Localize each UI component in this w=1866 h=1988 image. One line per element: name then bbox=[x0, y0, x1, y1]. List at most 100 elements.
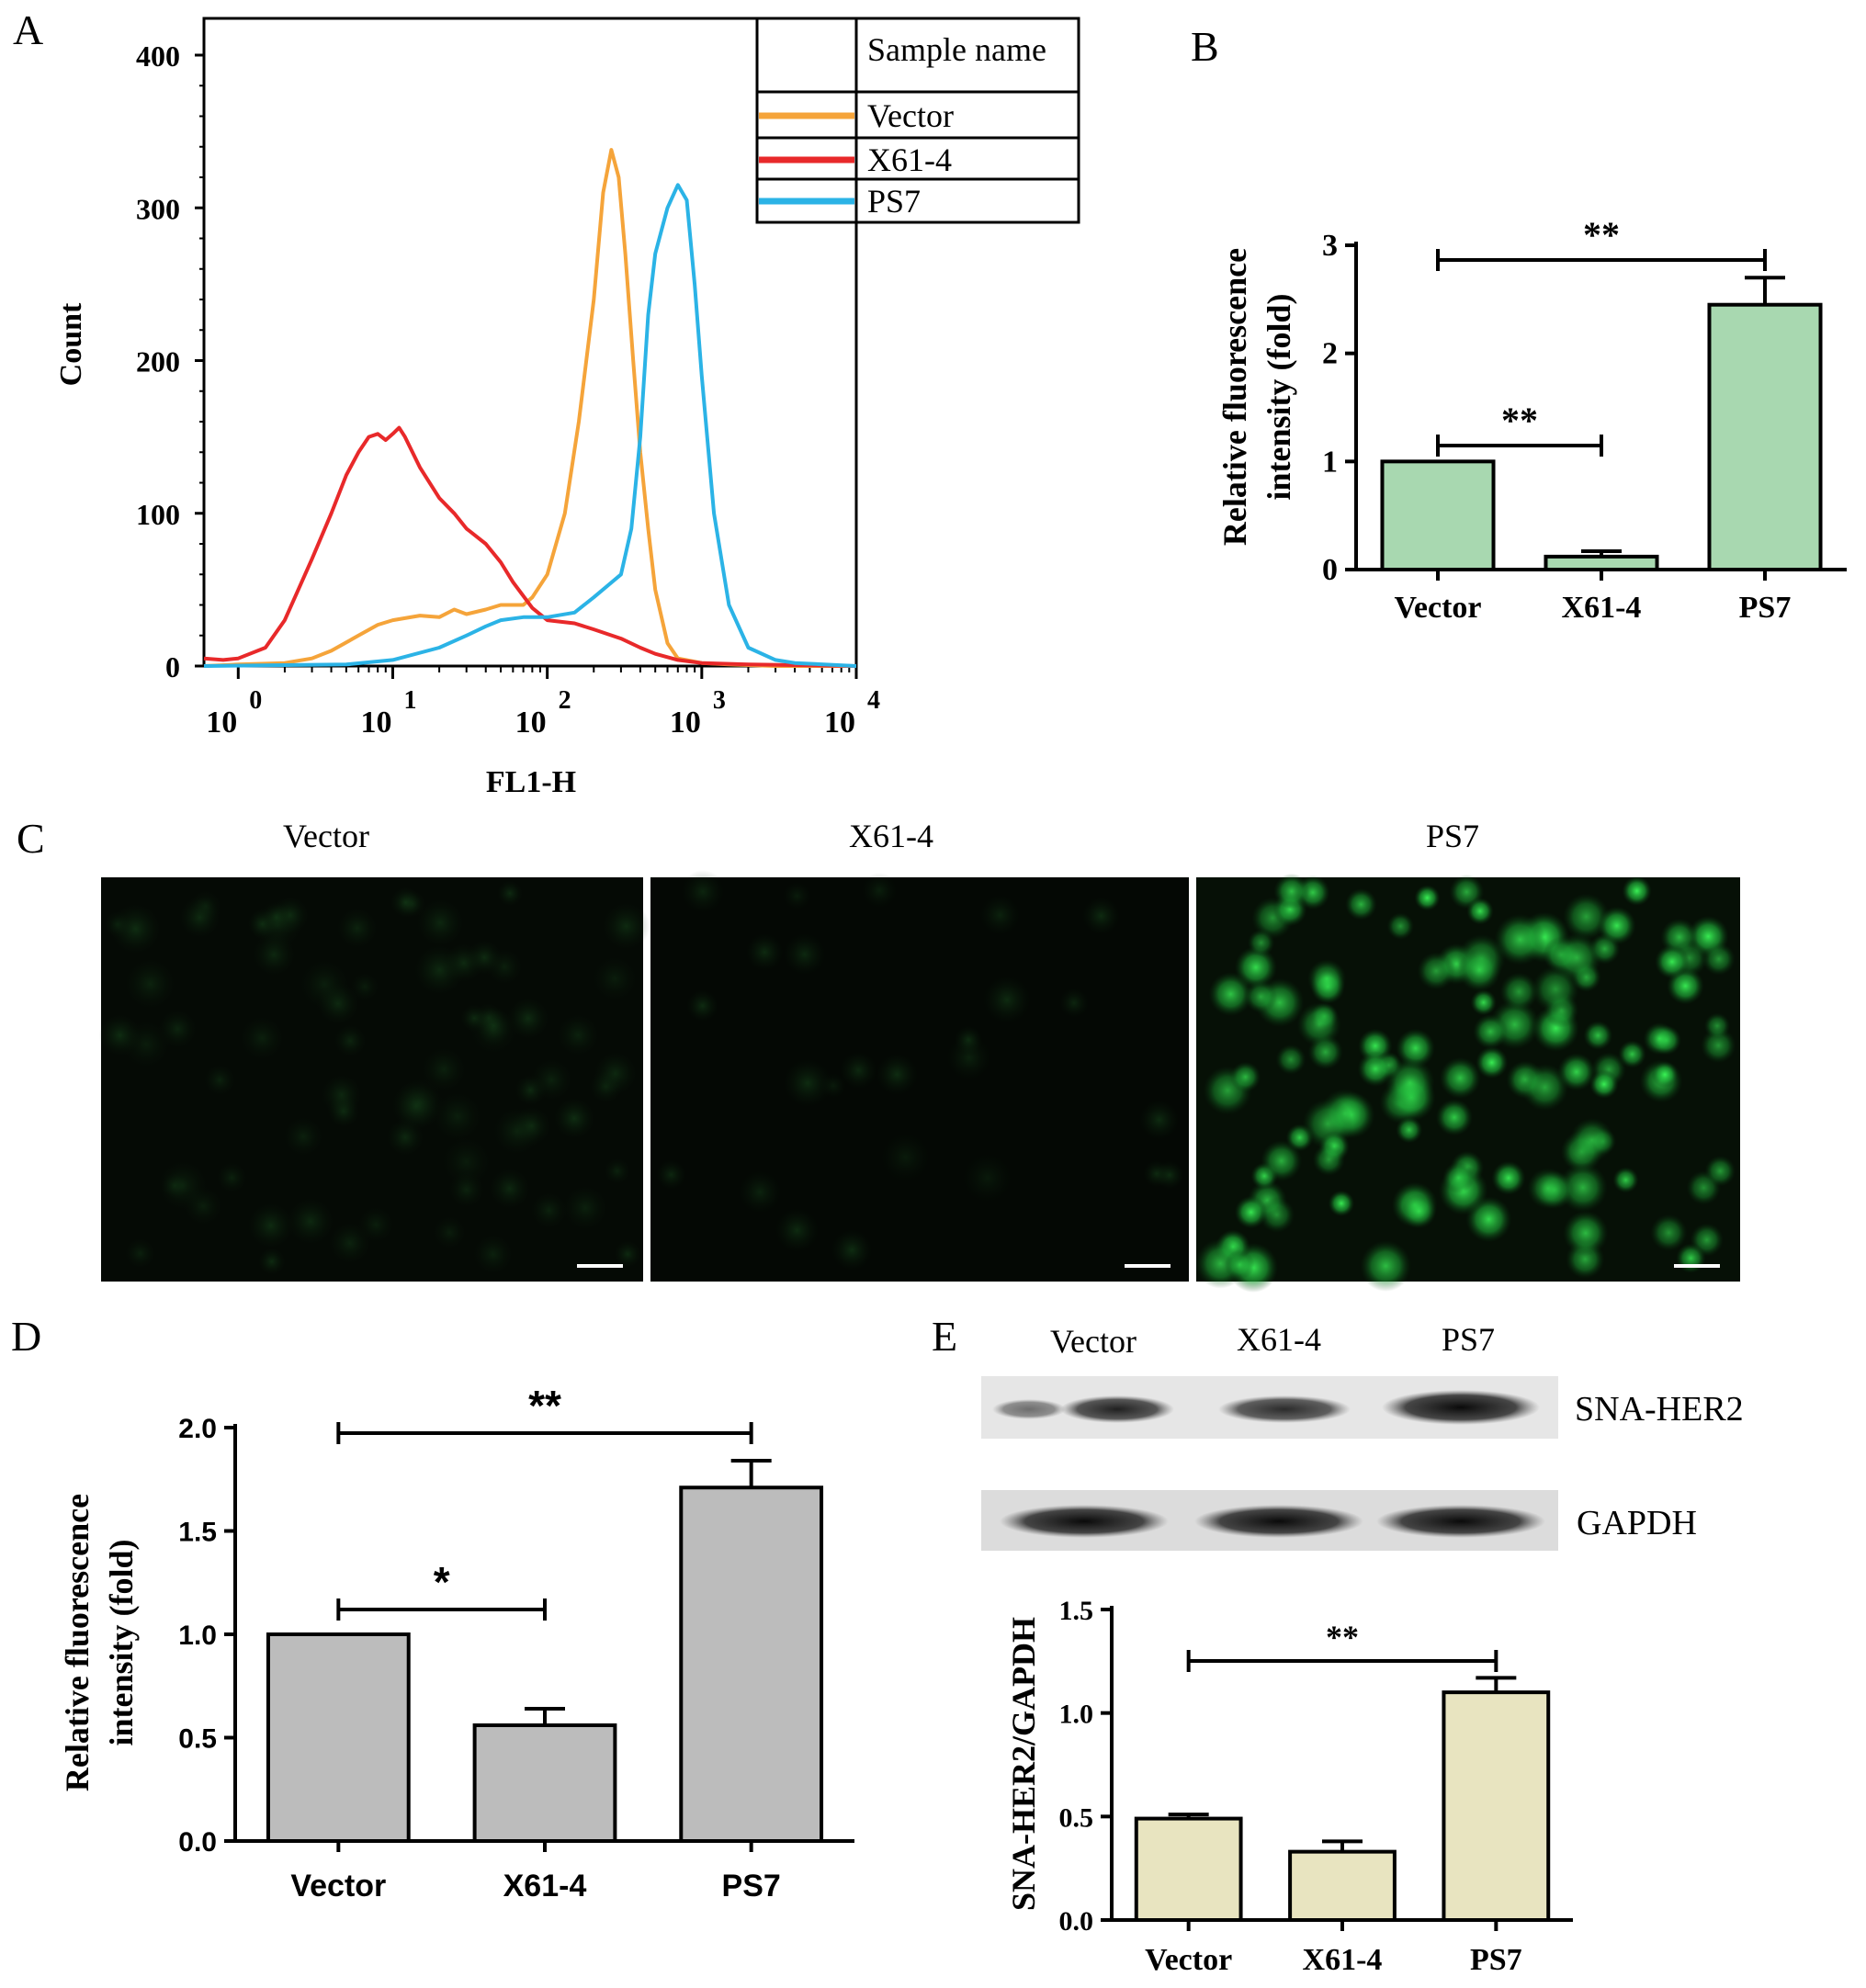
band-sna-her2-vector-b bbox=[1060, 1395, 1174, 1423]
x-tick-exponent: 3 bbox=[713, 686, 726, 715]
cell bbox=[775, 1208, 820, 1253]
cell bbox=[1312, 1143, 1346, 1177]
cell bbox=[1208, 972, 1253, 1017]
cell bbox=[1328, 1190, 1355, 1217]
cell bbox=[1275, 1044, 1306, 1075]
cell bbox=[1414, 885, 1441, 911]
bar-vector bbox=[266, 1632, 411, 1843]
cell bbox=[681, 869, 725, 914]
y-axis-label: intensity (fold) bbox=[1261, 294, 1297, 501]
cell bbox=[1155, 1160, 1184, 1190]
cell bbox=[1247, 929, 1275, 956]
cell bbox=[1700, 1027, 1736, 1064]
cell bbox=[1563, 1210, 1609, 1257]
cell bbox=[433, 1091, 482, 1142]
cell bbox=[1618, 1040, 1646, 1068]
series-line-ps7 bbox=[203, 183, 857, 668]
panel-letter-b: B bbox=[1191, 23, 1219, 70]
cell bbox=[475, 1007, 513, 1045]
bar-ps7 bbox=[1442, 1690, 1551, 1922]
micrograph-label-x61-4: X61-4 bbox=[849, 818, 933, 854]
x-tick-exponent: 4 bbox=[867, 686, 880, 715]
cell bbox=[157, 1160, 209, 1211]
cell bbox=[1521, 1063, 1569, 1112]
cell bbox=[738, 1170, 782, 1214]
y-tick-label: 1 bbox=[1322, 445, 1338, 479]
micrograph-ps7 bbox=[1195, 873, 1740, 1293]
cell bbox=[489, 1168, 531, 1210]
bar-x61-4 bbox=[1288, 1849, 1397, 1923]
band-gapdh-x61-4 bbox=[1194, 1505, 1363, 1538]
cell bbox=[1345, 888, 1377, 921]
cell bbox=[553, 1098, 595, 1139]
y-tick-label: 100 bbox=[136, 498, 180, 531]
cell bbox=[287, 1197, 334, 1246]
cell bbox=[1597, 906, 1636, 945]
category-label-vector: Vector bbox=[290, 1869, 386, 1903]
cell bbox=[1650, 1214, 1688, 1252]
cell bbox=[982, 976, 1032, 1024]
cell bbox=[820, 1072, 847, 1099]
cell bbox=[1612, 1167, 1639, 1193]
blot-lane-label-ps7: PS7 bbox=[1442, 1321, 1495, 1358]
cell bbox=[321, 1074, 363, 1116]
category-label-x61-4: X61-4 bbox=[1303, 1943, 1383, 1977]
cell bbox=[1527, 1168, 1569, 1210]
cell bbox=[441, 1136, 492, 1187]
cell bbox=[839, 1051, 878, 1090]
series-line-x61-4 bbox=[203, 425, 857, 668]
cell bbox=[783, 932, 826, 976]
cell bbox=[158, 1010, 198, 1048]
cell bbox=[962, 1153, 1013, 1203]
cell bbox=[861, 872, 898, 909]
x-tick-label: 10 bbox=[670, 706, 701, 740]
x-tick-label: 10 bbox=[360, 706, 391, 740]
y-axis-label: Count bbox=[54, 302, 88, 386]
cell bbox=[745, 932, 784, 971]
cell bbox=[530, 1192, 568, 1229]
cell bbox=[1704, 1155, 1736, 1187]
y-tick-label: 0 bbox=[1322, 553, 1338, 587]
panel-letter-c: C bbox=[17, 815, 45, 862]
x-axis-ticks: 10 0 10 1 10 2 10 3 10 4 bbox=[206, 666, 880, 740]
bar-vector bbox=[1380, 459, 1496, 572]
y-tick-label: 0 bbox=[165, 650, 180, 683]
band-gapdh-ps7 bbox=[1376, 1505, 1545, 1538]
category-label-ps7: PS7 bbox=[722, 1869, 781, 1903]
cell bbox=[1655, 944, 1690, 979]
cell bbox=[124, 958, 176, 1010]
series-line-vector bbox=[203, 148, 856, 668]
cell bbox=[317, 982, 359, 1025]
cell bbox=[686, 989, 719, 1022]
cell bbox=[1622, 875, 1652, 906]
x-tick-exponent: 2 bbox=[559, 686, 571, 715]
cell bbox=[1703, 1012, 1731, 1039]
x-tick-label: 10 bbox=[824, 706, 855, 740]
cell bbox=[594, 1051, 638, 1095]
cell bbox=[413, 944, 465, 996]
panel-letter-a: A bbox=[13, 6, 43, 53]
x-axis-label: FL1-H bbox=[486, 765, 576, 799]
cell bbox=[1401, 1193, 1437, 1229]
cell bbox=[1081, 897, 1121, 935]
y-tick-label: 2.0 bbox=[178, 1414, 217, 1444]
cell bbox=[1470, 989, 1497, 1016]
cell bbox=[262, 902, 291, 932]
cell bbox=[204, 1064, 236, 1096]
cell bbox=[1557, 1053, 1596, 1091]
cell bbox=[336, 908, 378, 949]
cell bbox=[1473, 1013, 1509, 1049]
micrograph-label-vector: Vector bbox=[283, 818, 369, 854]
cell bbox=[507, 997, 549, 1040]
cell bbox=[1499, 972, 1539, 1011]
y-tick-label: 0.0 bbox=[178, 1827, 217, 1858]
y-tick-label: 400 bbox=[136, 40, 180, 73]
y-tick-label: 1.0 bbox=[1059, 1700, 1094, 1730]
cell bbox=[1058, 988, 1090, 1019]
cell bbox=[880, 1132, 931, 1182]
band-label-sna-her2: SNA-HER2 bbox=[1575, 1390, 1744, 1429]
y-tick-label: 0.5 bbox=[178, 1724, 217, 1755]
